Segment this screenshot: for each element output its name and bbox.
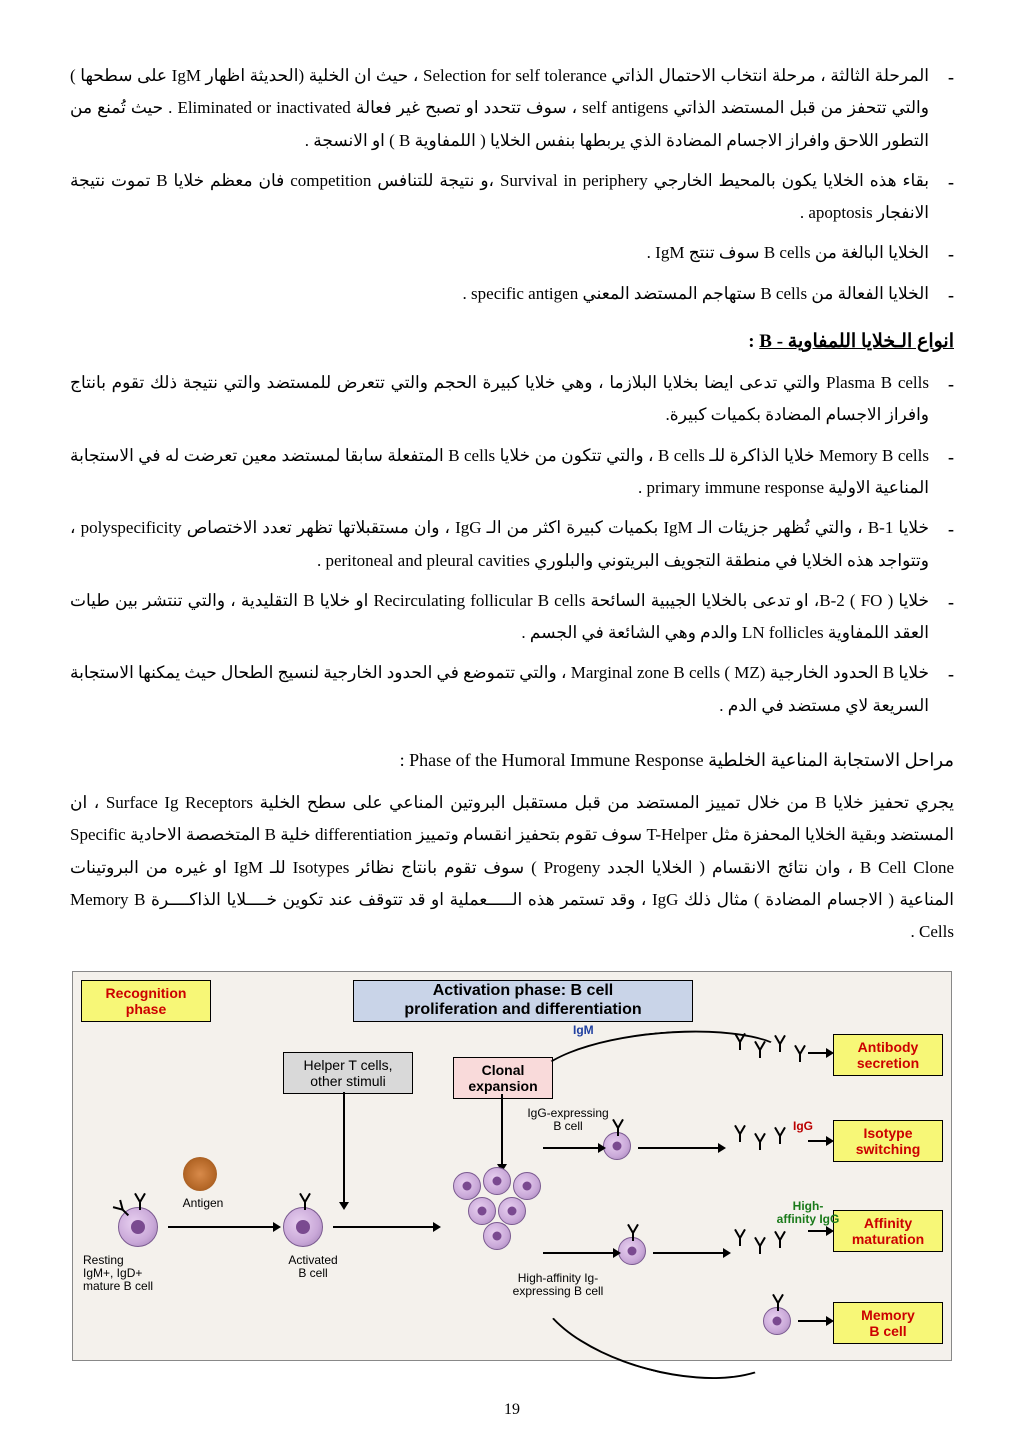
bullet-item: Plasma B cells والتي تدعى ايضا بخلايا ال… bbox=[70, 367, 954, 432]
section-title-underline: انواع الـخلايا اللمفاوية - B bbox=[759, 331, 954, 352]
bcell-clone-icon bbox=[468, 1197, 496, 1225]
bullets-top: المرحلة الثالثة ، مرحلة انتخاب الاحتمال … bbox=[70, 60, 954, 310]
arrow-icon bbox=[168, 1226, 273, 1228]
antibody-y-icon bbox=[753, 1132, 767, 1150]
page-number: 19 bbox=[0, 1401, 1024, 1419]
bcell-clone-icon bbox=[513, 1172, 541, 1200]
bcell-clone-icon bbox=[453, 1172, 481, 1200]
antibody-secretion-box: Antibodysecretion bbox=[833, 1034, 943, 1076]
activation-phase-bar: Activation phase: B cellproliferation an… bbox=[353, 980, 693, 1022]
arrow-icon bbox=[798, 1320, 826, 1322]
bullet-item: خلايا B-1 ، والتي تُظهر جزيئات الـ IgM ب… bbox=[70, 512, 954, 577]
bcell-clone-icon bbox=[483, 1222, 511, 1250]
bullet-item: بقاء هذه الخلايا يكون بالمحيط الخارجي Su… bbox=[70, 165, 954, 230]
y-receptor-icon bbox=[611, 1118, 625, 1136]
section-title-suffix: : bbox=[748, 331, 759, 352]
bullet-item: الخلايا البالغة من B cells سوف تنتج IgM … bbox=[70, 237, 954, 269]
isotype-switching-box: Isotypeswitching bbox=[833, 1120, 943, 1162]
antibody-y-icon bbox=[773, 1230, 787, 1248]
bcell-clone-icon bbox=[483, 1167, 511, 1195]
bullet-item: خلايا B-2 ( FO )، او تدعى بالخلايا الجيب… bbox=[70, 585, 954, 650]
arrow-icon bbox=[343, 1092, 345, 1202]
bcell-clone-icon bbox=[498, 1197, 526, 1225]
arrow-icon bbox=[333, 1226, 433, 1228]
bullet-item: المرحلة الثالثة ، مرحلة انتخاب الاحتمال … bbox=[70, 60, 954, 157]
antibody-y-icon bbox=[753, 1236, 767, 1254]
resting-bcell-label: RestingIgM+, IgD+mature B cell bbox=[83, 1254, 193, 1294]
antibody-y-icon bbox=[733, 1124, 747, 1142]
igg-bcell-icon bbox=[603, 1132, 631, 1160]
memory-bcell-box: MemoryB cell bbox=[833, 1302, 943, 1344]
arrow-icon bbox=[638, 1147, 718, 1149]
bullet-item: Memory B cells خلايا الذاكرة للـ B cells… bbox=[70, 440, 954, 505]
phase-paragraph: يجري تحفيز خلايا B من خلال تمييز المستضد… bbox=[70, 787, 954, 948]
y-receptor-icon bbox=[133, 1192, 147, 1210]
arrow-icon bbox=[808, 1140, 826, 1142]
arrow-icon bbox=[808, 1230, 826, 1232]
arrow-icon bbox=[543, 1147, 598, 1149]
bullet-item: خلايا B الحدود الخارجية (Marginal zone B… bbox=[70, 657, 954, 722]
high-affinity-igg-label: High-affinity IgG bbox=[773, 1200, 843, 1226]
affinity-maturation-box: Affinitymaturation bbox=[833, 1210, 943, 1252]
igg-label: IgG bbox=[793, 1120, 813, 1133]
antigen-icon bbox=[183, 1157, 217, 1191]
antibody-y-icon bbox=[773, 1126, 787, 1144]
igg-expressing-label: IgG-expressingB cell bbox=[513, 1107, 623, 1133]
igm-label: IgM bbox=[573, 1024, 594, 1037]
memory-bcell-icon bbox=[763, 1307, 791, 1335]
activated-bcell-label: ActivatedB cell bbox=[273, 1254, 353, 1280]
arrow-icon bbox=[501, 1094, 503, 1164]
y-receptor-icon bbox=[771, 1293, 785, 1311]
antigen-label: Antigen bbox=[173, 1197, 233, 1210]
bullets-bcell-types: Plasma B cells والتي تدعى ايضا بخلايا ال… bbox=[70, 367, 954, 722]
antibody-y-icon bbox=[793, 1044, 807, 1062]
antibody-y-icon bbox=[753, 1040, 767, 1058]
helper-tcells-box: Helper T cells,other stimuli bbox=[283, 1052, 413, 1094]
humoral-response-diagram: Recognitionphase Activation phase: B cel… bbox=[72, 971, 952, 1361]
y-receptor-icon bbox=[298, 1192, 312, 1210]
y-receptor-icon bbox=[626, 1223, 640, 1241]
activated-bcell-icon bbox=[283, 1207, 323, 1247]
recognition-phase-box: Recognitionphase bbox=[81, 980, 211, 1022]
antibody-y-icon bbox=[733, 1032, 747, 1050]
phase-title: مراحل الاستجابة المناعية الخلطية Phase o… bbox=[70, 750, 954, 771]
antibody-y-icon bbox=[733, 1228, 747, 1246]
antibody-y-icon bbox=[773, 1034, 787, 1052]
arrow-icon bbox=[808, 1052, 826, 1054]
section-title: انواع الـخلايا اللمفاوية - B : bbox=[70, 330, 954, 353]
bullet-item: الخلايا الفعالة من B cells ستهاجم المستض… bbox=[70, 278, 954, 310]
